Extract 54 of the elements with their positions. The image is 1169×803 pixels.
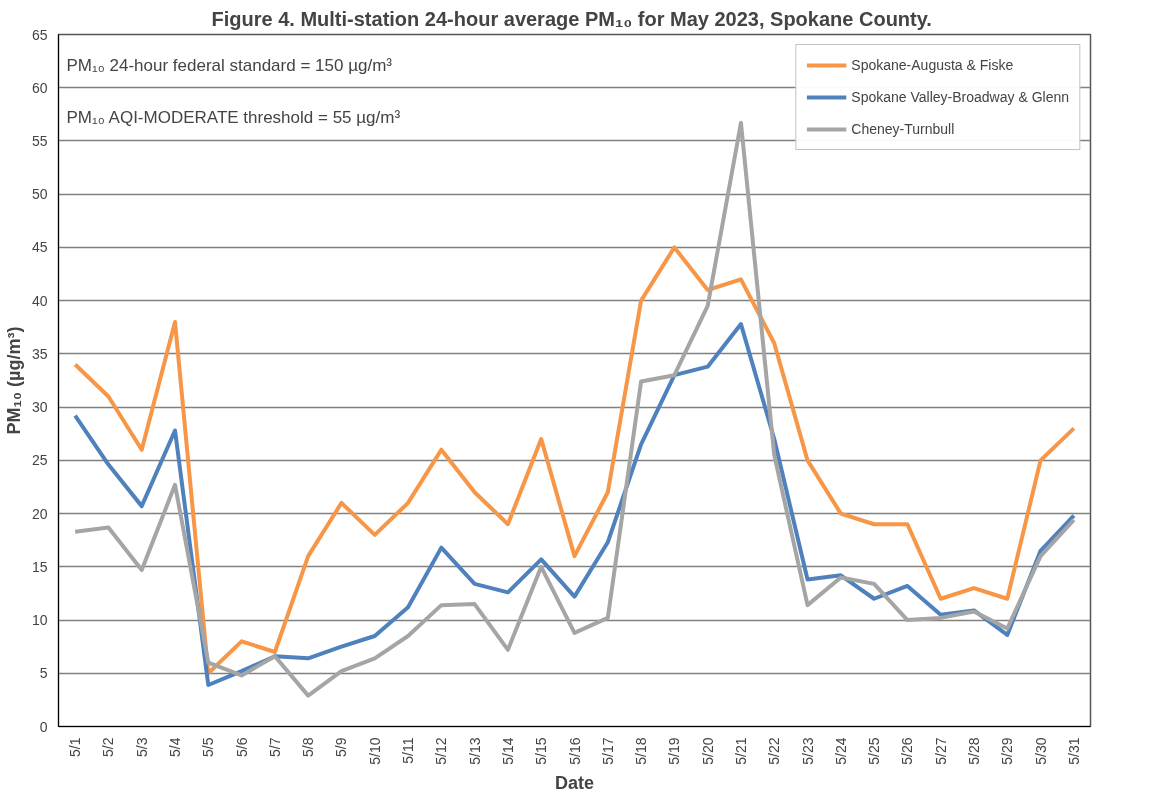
y-tick-label: 65 — [31, 26, 48, 43]
y-tick-label: 45 — [31, 239, 48, 256]
x-tick-label: 5/29 — [999, 737, 1016, 765]
x-tick-label: 5/5 — [200, 737, 217, 757]
legend-label: Spokane-Augusta & Fiske — [851, 57, 1014, 73]
x-tick-label: 5/19 — [666, 737, 683, 765]
x-axis-title: Date — [554, 772, 595, 793]
x-tick-label: 5/21 — [732, 737, 749, 765]
x-tick-label: 5/20 — [699, 737, 716, 765]
x-tick-label: 5/11 — [400, 737, 417, 764]
x-tick-label: 5/15 — [533, 737, 550, 765]
y-tick-label: 60 — [31, 79, 48, 96]
x-tick-label: 5/27 — [932, 737, 949, 765]
x-tick-label: 5/25 — [866, 737, 883, 765]
x-tick-label: 5/22 — [766, 737, 783, 765]
y-tick-label: 5 — [39, 665, 48, 682]
y-tick-label: 20 — [31, 505, 48, 522]
x-tick-label: 5/17 — [599, 737, 616, 765]
annotation: PM₁₀ AQI-MODERATE threshold = 55 µg/m³ — [66, 108, 401, 128]
x-tick-label: 5/4 — [167, 737, 184, 757]
y-tick-label: 10 — [31, 612, 48, 629]
x-tick-label: 5/6 — [233, 737, 250, 757]
legend-label: Cheney-Turnbull — [851, 121, 955, 137]
x-tick-label: 5/7 — [266, 737, 283, 757]
x-tick-label: 5/26 — [899, 737, 916, 765]
x-tick-label: 5/23 — [799, 737, 816, 765]
x-tick-label: 5/30 — [1032, 737, 1049, 765]
chart-title: Figure 4. Multi-station 24-hour average PM₁₀ for May 2023, Spokane County. — [211, 7, 932, 30]
x-tick-label: 5/18 — [633, 737, 650, 765]
x-tick-label: 5/13 — [466, 737, 483, 765]
y-axis-title: PM₁₀ (µg/m³) — [3, 326, 24, 435]
x-tick-label: 5/28 — [965, 737, 982, 765]
x-tick-label: 5/9 — [333, 737, 350, 757]
y-tick-label: 0 — [39, 718, 48, 735]
x-tick-label: 5/16 — [566, 737, 583, 765]
x-tick-label: 5/14 — [499, 737, 516, 765]
x-tick-label: 5/2 — [100, 737, 117, 757]
y-tick-label: 15 — [31, 558, 48, 575]
y-tick-label: 50 — [31, 186, 48, 203]
x-tick-label: 5/24 — [832, 737, 849, 765]
x-tick-label: 5/10 — [366, 737, 383, 765]
y-tick-label: 30 — [31, 399, 48, 416]
x-tick-label: 5/31 — [1065, 737, 1082, 765]
x-tick-label: 5/1 — [67, 737, 84, 757]
y-tick-label: 35 — [31, 345, 48, 362]
y-tick-label: 40 — [31, 292, 48, 309]
legend-label: Spokane Valley-Broadway & Glenn — [851, 89, 1069, 105]
annotation: PM₁₀ 24-hour federal standard = 150 µg/m³ — [66, 56, 393, 76]
x-tick-label: 5/3 — [133, 737, 150, 757]
x-tick-label: 5/8 — [300, 737, 317, 757]
line-series — [73, 245, 1076, 676]
x-tick-label: 5/12 — [433, 737, 450, 765]
y-tick-label: 55 — [31, 132, 48, 149]
y-tick-label: 25 — [31, 452, 48, 469]
